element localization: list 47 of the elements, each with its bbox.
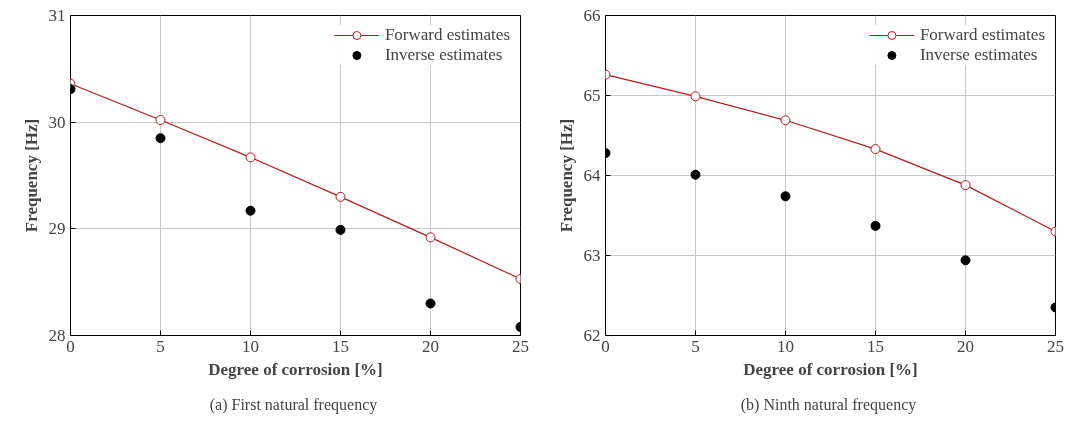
y-tick-label: 62 [583,326,601,345]
text: (a) First natural frequency [209,396,378,414]
y-tick-label: 66 [583,6,601,25]
legend-label: Inverse estimates [919,45,1038,65]
point [960,180,971,191]
x-tick-label: 20 [957,336,974,356]
point [245,152,256,163]
y-axis-title: Frequency [Hz] [21,118,41,233]
x-tick-label: 5 [156,336,165,356]
y-tick-label: 29 [48,219,66,239]
legend-label: Forward estimates [384,25,510,45]
point [335,224,346,235]
y-tick-label: 65 [583,86,601,105]
y-tick-label: 64 [583,166,601,185]
x-tick-label: 15 [332,336,349,356]
point [245,205,256,216]
point [690,91,701,102]
point [870,220,881,231]
x-tick-label: 25 [512,336,529,356]
x-tick-label: 0 [601,336,610,356]
y-tick-label: 28 [48,326,66,345]
point [425,298,436,309]
point [425,232,436,243]
x-tick-label: 10 [242,336,259,356]
y-tick-label: 30 [48,112,66,132]
x-tick-label: 5 [691,336,700,356]
x-tick-label: 15 [867,336,884,356]
x-tick-label: 25 [1047,336,1064,356]
x-tick-label: 10 [777,336,794,356]
point [870,144,881,155]
x-axis-title: Degree of corrosion [%] [743,359,918,379]
y-axis-title: Frequency [Hz] [556,118,576,233]
legend-label: Forward estimates [919,25,1045,45]
x-tick-label: 0 [66,336,75,356]
y-tick-label: 63 [583,246,601,265]
point [960,255,971,266]
x-axis-title: Degree of corrosion [%] [208,359,383,379]
x-tick-label: 20 [422,336,439,356]
legend-label: Inverse estimates [384,45,503,65]
point [335,191,346,202]
point [780,115,791,126]
y-tick-label: 31 [48,6,66,25]
point [780,191,791,202]
point [155,115,166,126]
point [690,169,701,180]
text: (b) Ninth natural frequency [740,396,917,414]
point [155,133,166,144]
